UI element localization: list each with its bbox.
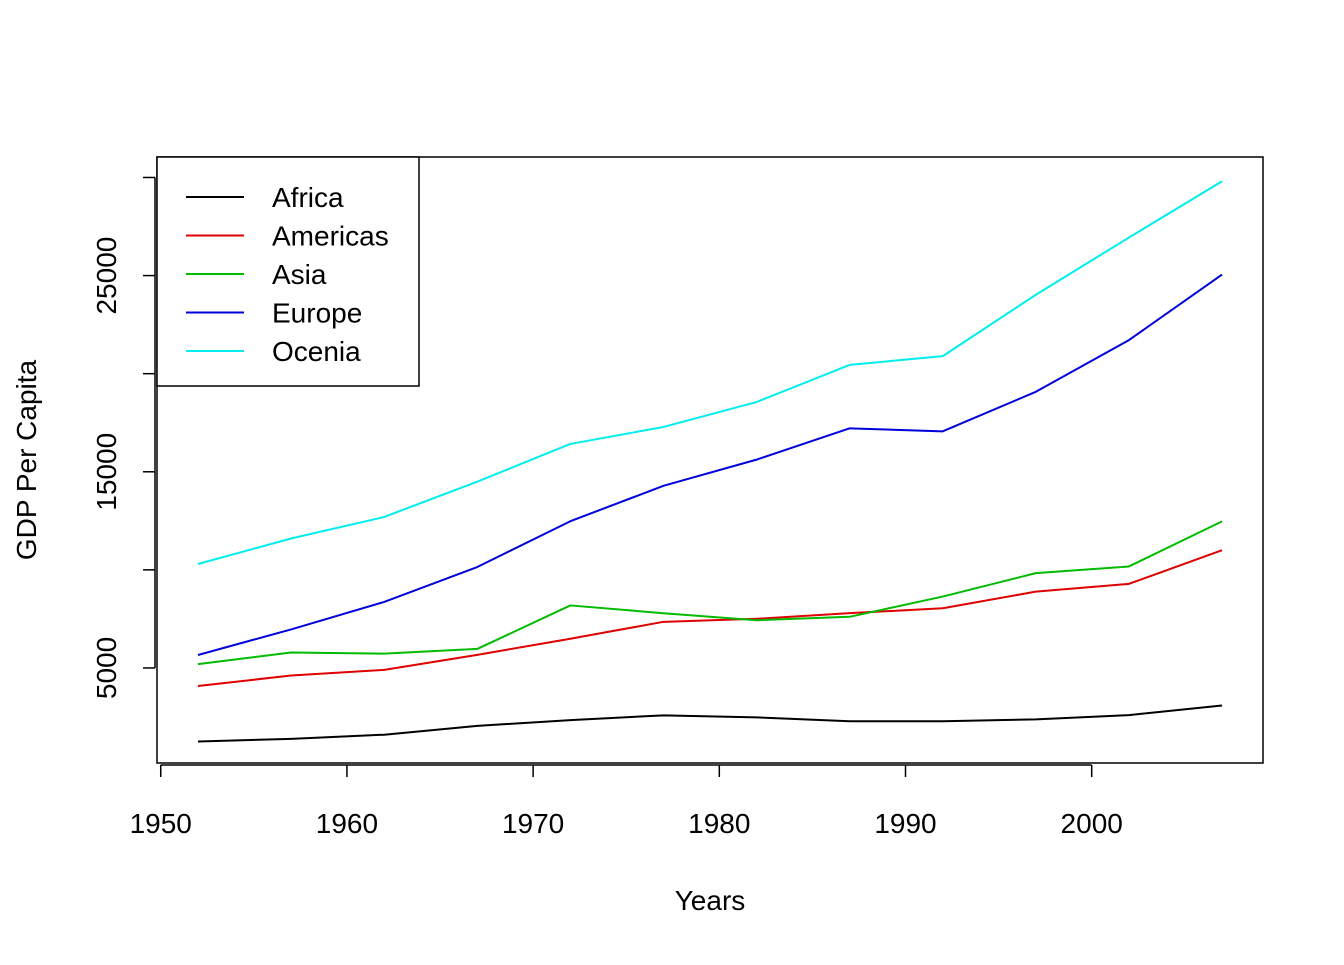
x-tick-label: 1950 — [130, 808, 192, 839]
x-tick-label: 1980 — [688, 808, 750, 839]
y-tick-label: 15000 — [91, 433, 122, 511]
plot-frame — [156, 156, 1264, 764]
series-layer — [197, 180, 1223, 743]
series-line-europe — [197, 273, 1223, 656]
x-axis: 1950 1960 1970 1980 1990 2000 — [130, 764, 1123, 839]
legend-label-asia: Asia — [272, 259, 327, 290]
x-tick-label: 2000 — [1061, 808, 1123, 839]
legend-label-americas: Americas — [272, 221, 389, 252]
series-line-ocenia — [197, 180, 1223, 565]
legend-box — [156, 156, 420, 387]
legend: Africa Americas Asia Europe Ocenia — [156, 156, 420, 387]
y-tick-label: 25000 — [91, 237, 122, 315]
x-tick-label: 1970 — [502, 808, 564, 839]
legend-label-ocenia: Ocenia — [272, 336, 361, 367]
series-line-americas — [197, 549, 1223, 688]
y-axis-label: GDP Per Capita — [11, 359, 42, 560]
legend-label-europe: Europe — [272, 298, 362, 329]
x-axis-label: Years — [675, 885, 746, 916]
y-tick-label: 5000 — [91, 637, 122, 699]
x-tick-label: 1960 — [316, 808, 378, 839]
y-axis: 5000 15000 25000 — [91, 176, 156, 699]
legend-label-africa: Africa — [272, 182, 344, 213]
series-line-africa — [197, 704, 1223, 743]
series-line-asia — [197, 520, 1223, 666]
x-tick-label: 1990 — [874, 808, 936, 839]
